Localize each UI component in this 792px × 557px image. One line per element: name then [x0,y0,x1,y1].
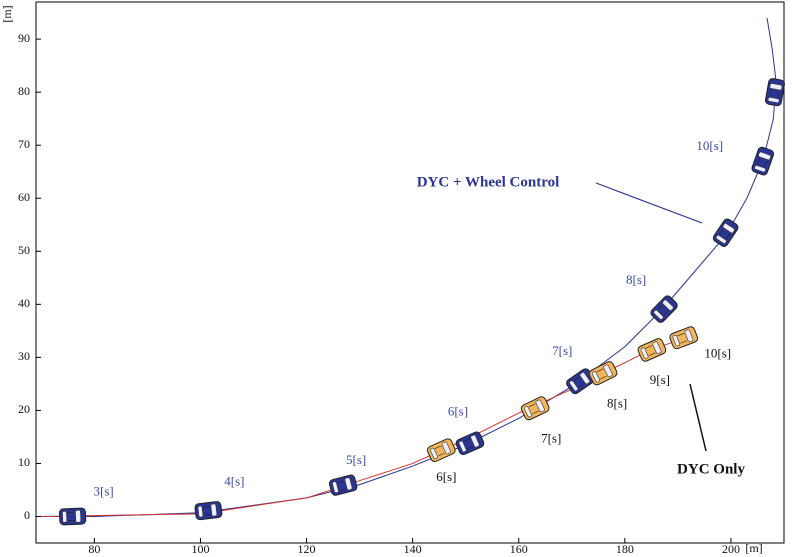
annotation-leader [690,384,706,451]
car [637,337,667,362]
car [712,217,740,248]
x-tick-label: 140 [404,542,422,556]
time-label: 8[s] [626,272,646,287]
page: {"chart_data": {"type": "trajectory", "x… [0,0,792,557]
x-tick-label: 160 [510,542,528,556]
car-marker [649,294,679,324]
car-body [649,294,679,324]
car-marker [59,508,86,525]
time-label: 5[s] [346,452,366,467]
car [751,146,775,176]
chart: [m] [m] 80100120140160180200010203040506… [0,0,792,557]
car-rear-window [198,506,203,517]
time-label: 7[s] [552,343,572,358]
y-tick-label: 10 [18,455,30,469]
y-tick-label: 80 [18,84,30,98]
x-tick-label: 180 [616,542,634,556]
car-group [59,78,785,525]
y-tick-label: 20 [18,402,30,416]
car-marker [765,78,785,106]
annotation: DYC Only [677,461,745,477]
time-label: 10[s] [704,346,731,361]
time-label: 6[s] [436,469,456,484]
y-tick-label: 0 [24,508,30,522]
y-tick-label: 50 [18,243,30,257]
car [195,501,223,520]
trajectory-line [41,339,683,517]
time-label: 3[s] [93,483,113,498]
car-marker [712,217,740,248]
car [765,78,785,106]
y-tick-label: 30 [18,349,30,363]
car-marker [195,501,223,520]
y-tick-label: 40 [18,296,30,310]
y-tick-label: 60 [18,190,30,204]
car-body [712,217,740,248]
x-tick-label: 100 [191,542,209,556]
car-marker [329,474,358,496]
car-marker [751,146,775,176]
x-tick-label: 80 [88,542,100,556]
y-axis-label: [m] [0,5,14,22]
car [59,508,86,525]
car [649,294,679,324]
time-label: 10[s] [696,138,723,153]
trajectory-line [41,18,776,517]
car-marker [455,431,485,456]
y-tick-label: 90 [18,31,30,45]
time-label: 4[s] [224,474,244,489]
car-marker [669,326,699,350]
car [520,395,550,421]
plot-frame [36,2,784,543]
car [669,326,699,350]
car-marker [637,337,667,362]
car-marker [520,395,550,421]
time-label: 8[s] [607,395,627,410]
time-label: 9[s] [650,372,670,387]
annotation-leader [596,183,702,223]
annotation: DYC + Wheel Control [417,174,560,190]
car-rear-window [62,511,66,522]
time-label: 6[s] [448,403,468,418]
car-windshield [211,504,217,516]
y-tick-label: 70 [18,137,30,151]
car [329,474,358,496]
car-marker [426,438,456,463]
car-windshield [75,510,81,522]
x-tick-label: 200 [722,542,740,556]
time-label: 7[s] [541,430,561,445]
car [426,438,456,463]
x-tick-label: 120 [298,542,316,556]
car [455,431,485,456]
